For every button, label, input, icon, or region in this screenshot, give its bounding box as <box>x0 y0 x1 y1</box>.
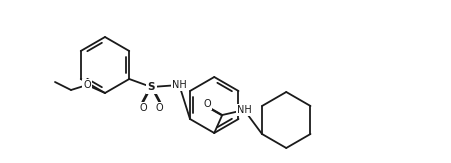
Text: S: S <box>147 82 155 92</box>
Text: NH: NH <box>171 80 186 90</box>
Text: O: O <box>203 99 211 109</box>
Text: O: O <box>155 103 163 113</box>
Text: NH: NH <box>236 105 251 115</box>
Text: O: O <box>139 103 147 113</box>
Text: O: O <box>83 80 91 90</box>
